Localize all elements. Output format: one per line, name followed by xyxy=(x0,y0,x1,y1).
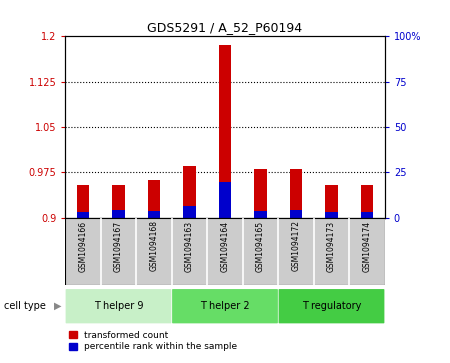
FancyBboxPatch shape xyxy=(172,289,278,323)
Text: GSM1094164: GSM1094164 xyxy=(220,220,230,272)
FancyBboxPatch shape xyxy=(279,289,384,323)
Bar xyxy=(325,212,338,218)
Bar xyxy=(361,184,373,218)
Bar xyxy=(112,184,125,218)
Bar xyxy=(219,45,231,218)
Text: T regulatory: T regulatory xyxy=(302,301,361,311)
Text: T helper 2: T helper 2 xyxy=(200,301,250,311)
Text: GSM1094174: GSM1094174 xyxy=(363,220,372,272)
Text: cell type: cell type xyxy=(4,301,46,311)
Bar xyxy=(325,184,338,218)
Bar xyxy=(148,211,160,218)
Text: GSM1094167: GSM1094167 xyxy=(114,220,123,272)
Title: GDS5291 / A_52_P60194: GDS5291 / A_52_P60194 xyxy=(148,21,302,34)
Bar xyxy=(77,212,89,218)
Bar xyxy=(183,206,196,218)
Bar xyxy=(361,212,373,218)
Bar xyxy=(254,170,267,218)
Legend: transformed count, percentile rank within the sample: transformed count, percentile rank withi… xyxy=(65,327,241,355)
Text: GSM1094166: GSM1094166 xyxy=(78,220,87,272)
Bar xyxy=(77,184,89,218)
Text: GSM1094173: GSM1094173 xyxy=(327,220,336,272)
Text: GSM1094168: GSM1094168 xyxy=(149,220,158,272)
Bar xyxy=(290,170,302,218)
Text: GSM1094172: GSM1094172 xyxy=(292,220,301,272)
Bar xyxy=(219,182,231,218)
Text: ▶: ▶ xyxy=(54,301,62,311)
Bar xyxy=(112,210,125,218)
FancyBboxPatch shape xyxy=(66,289,171,323)
Bar xyxy=(183,166,196,218)
Bar xyxy=(254,211,267,218)
Text: T helper 9: T helper 9 xyxy=(94,301,143,311)
Text: GSM1094165: GSM1094165 xyxy=(256,220,265,272)
Bar xyxy=(148,180,160,218)
Text: GSM1094163: GSM1094163 xyxy=(185,220,194,272)
Bar xyxy=(290,210,302,218)
